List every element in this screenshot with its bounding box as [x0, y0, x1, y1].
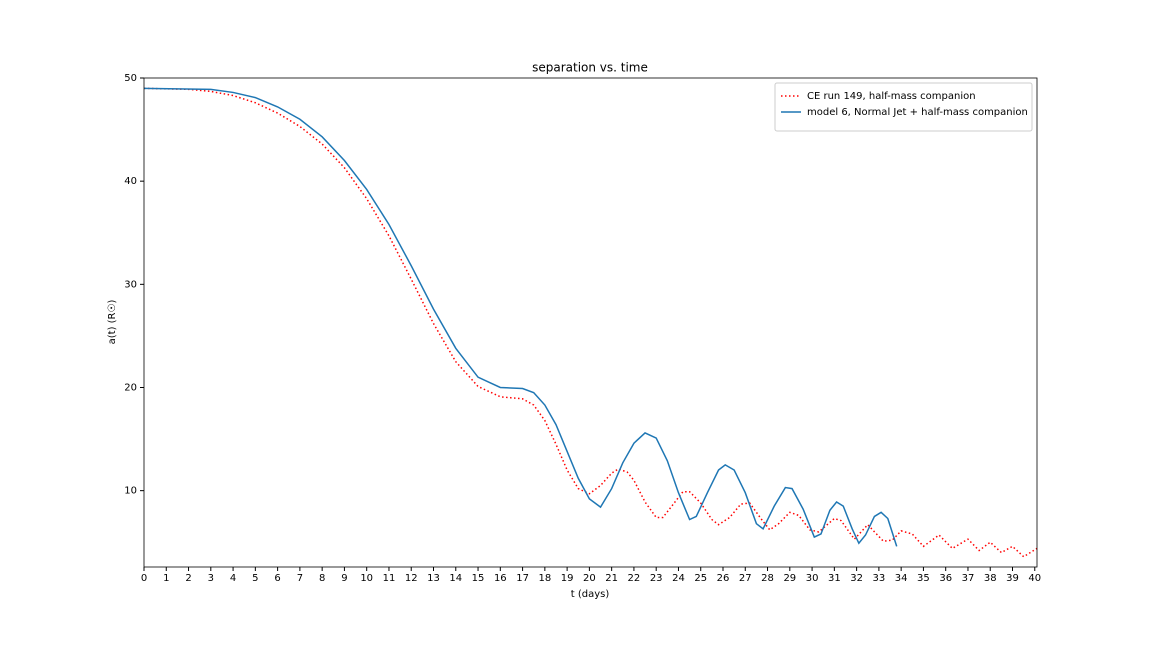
x-tick-label: 40	[1028, 573, 1041, 584]
x-tick-label: 27	[739, 573, 752, 584]
x-tick-label: 25	[694, 573, 707, 584]
x-tick-label: 10	[360, 573, 373, 584]
x-axis-label: t (days)	[571, 589, 610, 600]
x-tick-label: 1	[163, 573, 169, 584]
chart-title: separation vs. time	[532, 61, 648, 75]
x-tick-label: 4	[230, 573, 236, 584]
y-axis-label: a(t) (R☉)	[107, 300, 118, 345]
x-tick-label: 38	[984, 573, 997, 584]
y-tick-label: 30	[124, 279, 137, 290]
x-tick-label: 18	[538, 573, 551, 584]
x-tick-label: 11	[383, 573, 396, 584]
x-tick-label: 22	[628, 573, 641, 584]
x-tick-label: 37	[962, 573, 975, 584]
x-tick-label: 13	[427, 573, 440, 584]
x-tick-label: 5	[252, 573, 258, 584]
plot-frame	[143, 77, 1038, 568]
line-series	[143, 87, 1038, 558]
x-tick-label: 34	[895, 573, 908, 584]
x-tick-label: 16	[494, 573, 507, 584]
x-tick-label: 6	[274, 573, 280, 584]
x-tick-label: 9	[341, 573, 347, 584]
x-tick-label: 20	[583, 573, 596, 584]
legend-label: CE run 149, half-mass companion	[807, 91, 976, 102]
x-tick-label: 29	[783, 573, 796, 584]
x-tick-label: 28	[761, 573, 774, 584]
y-tick-label: 10	[124, 486, 137, 497]
x-tick-label: 24	[672, 573, 685, 584]
x-tick-label: 8	[319, 573, 325, 584]
y-tick-label: 50	[124, 73, 137, 84]
x-tick-label: 0	[141, 573, 147, 584]
x-tick-label: 3	[208, 573, 214, 584]
x-tick-label: 35	[917, 573, 930, 584]
x-tick-label: 15	[472, 573, 485, 584]
x-tick-label: 14	[449, 573, 462, 584]
line-series	[143, 87, 898, 547]
x-tick-label: 23	[650, 573, 663, 584]
y-tick-label: 20	[124, 382, 137, 393]
x-tick-label: 32	[850, 573, 863, 584]
x-tick-label: 19	[561, 573, 574, 584]
x-tick-label: 26	[717, 573, 730, 584]
x-tick-label: 33	[873, 573, 886, 584]
x-tick-label: 21	[605, 573, 618, 584]
x-tick-label: 17	[516, 573, 529, 584]
legend-label: model 6, Normal Jet + half-mass companio…	[807, 107, 1028, 118]
x-tick-label: 30	[806, 573, 819, 584]
x-tick-label: 39	[1006, 573, 1019, 584]
legend-box	[774, 82, 1033, 132]
x-tick-label: 2	[185, 573, 191, 584]
x-tick-label: 7	[297, 573, 303, 584]
y-tick-label: 40	[124, 176, 137, 187]
x-tick-label: 36	[939, 573, 952, 584]
x-tick-label: 31	[828, 573, 841, 584]
x-tick-label: 12	[405, 573, 418, 584]
